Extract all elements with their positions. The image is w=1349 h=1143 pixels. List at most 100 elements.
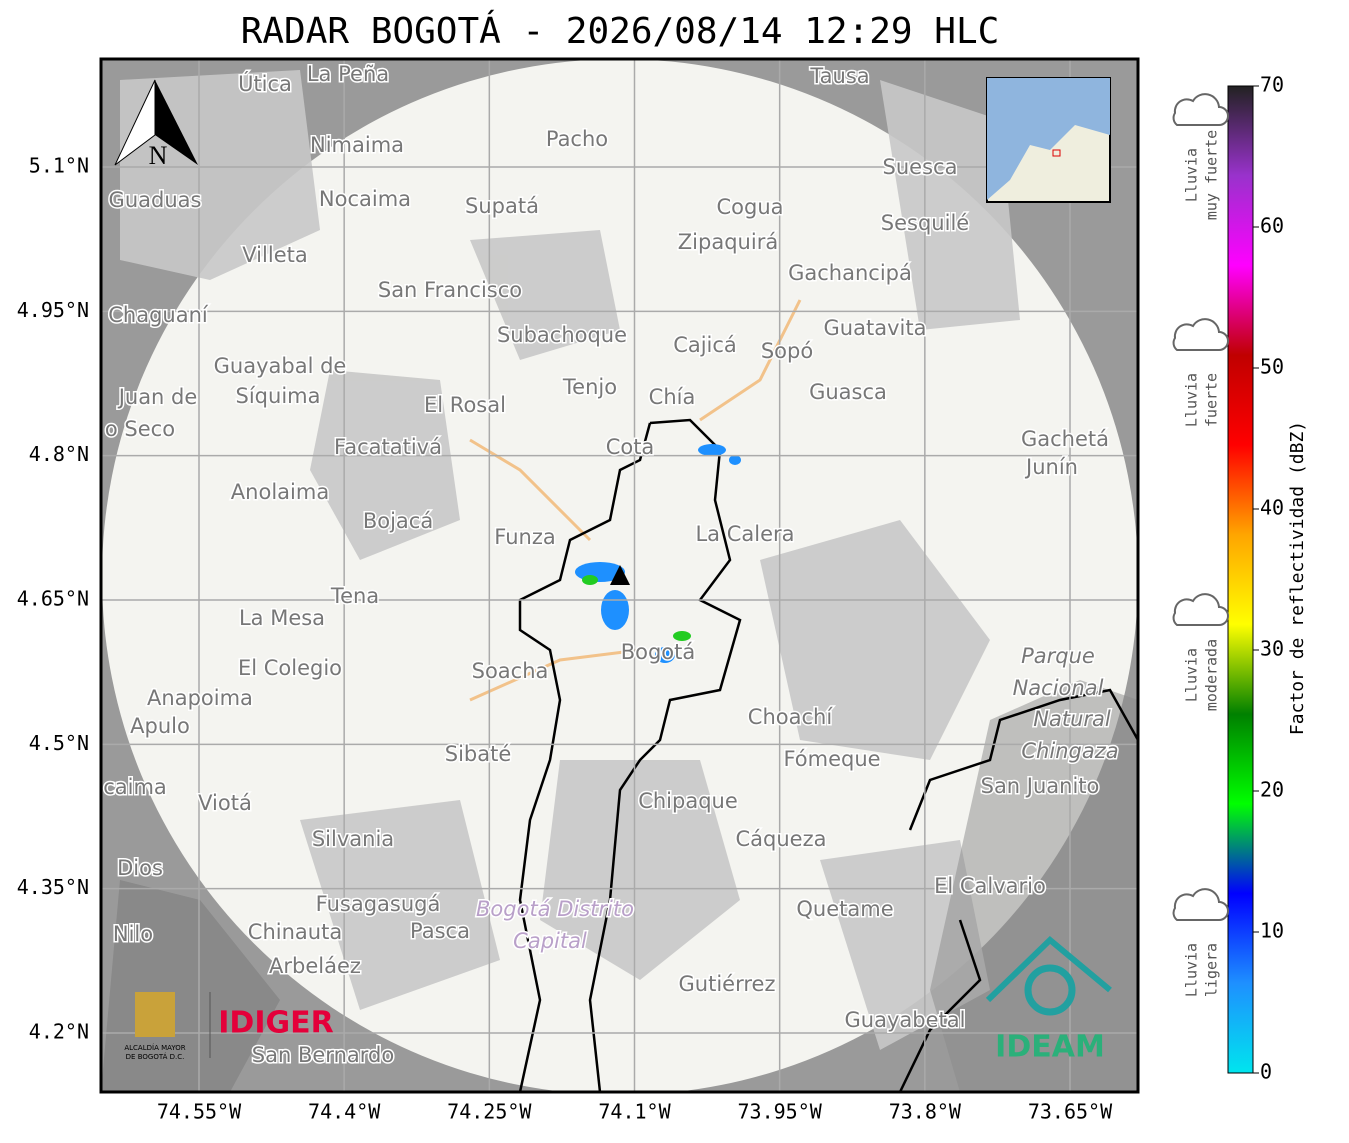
colorbar-tick-label: 30 bbox=[1260, 637, 1284, 661]
place-label: Supatá bbox=[465, 194, 539, 218]
place-label: Subachoque bbox=[497, 323, 627, 347]
colorbar-tick-label: 70 bbox=[1260, 73, 1284, 97]
place-label: Parque bbox=[1021, 644, 1095, 668]
place-label: Síquima bbox=[236, 384, 321, 408]
lat-tick-label: 5.1°N bbox=[29, 154, 89, 178]
rain-class-label: fuerte bbox=[1203, 373, 1221, 427]
place-label: Sibaté bbox=[445, 742, 512, 766]
rain-class-label: moderada bbox=[1203, 639, 1221, 711]
place-label: Chinauta bbox=[248, 920, 342, 944]
place-label: Viotá bbox=[198, 791, 252, 815]
colorbar-tick-label: 50 bbox=[1260, 355, 1284, 379]
place-label: Pasca bbox=[410, 919, 470, 943]
place-label: Pacho bbox=[546, 127, 608, 151]
place-label: o Seco bbox=[105, 417, 175, 441]
place-label: Nilo bbox=[113, 922, 153, 946]
place-label: Gutiérrez bbox=[679, 972, 776, 996]
rain-class-label: Lluvia bbox=[1183, 648, 1201, 702]
place-label: Capital bbox=[513, 929, 587, 953]
place-label: El Colegio bbox=[238, 656, 342, 680]
colorbar-tick-label: 0 bbox=[1260, 1060, 1272, 1084]
place-label: Sopó bbox=[761, 339, 813, 363]
place-label: Guasca bbox=[809, 380, 887, 404]
lat-tick-label: 4.35°N bbox=[17, 875, 89, 899]
rain-class-label: ligera bbox=[1203, 943, 1221, 997]
lon-tick-label: 73.95°W bbox=[738, 1100, 823, 1124]
colorbar-label: Factor de reflectividad (dBZ) bbox=[1287, 421, 1308, 735]
place-label: Bojacá bbox=[363, 509, 433, 533]
place-label: Choachí bbox=[748, 705, 834, 729]
rain-icon bbox=[1172, 593, 1229, 626]
rain-class-label: muy fuerte bbox=[1203, 130, 1221, 220]
place-label: Nimaima bbox=[310, 133, 404, 157]
lon-tick-label: 73.8°W bbox=[889, 1100, 962, 1124]
place-label: Juan de bbox=[117, 385, 198, 409]
place-label: El Calvario bbox=[934, 874, 1046, 898]
place-label: Silvania bbox=[312, 827, 394, 851]
lon-tick-label: 74.4°W bbox=[308, 1100, 381, 1124]
place-label: Cota bbox=[606, 435, 655, 459]
colorbar-tick-label: 10 bbox=[1260, 919, 1284, 943]
place-label: Útica bbox=[238, 71, 292, 96]
logo-text: ALCALDÍA MAYOR bbox=[124, 1043, 185, 1052]
map: La Peña Útica Tausa Pacho Nimaima Suesca Guadu… bbox=[101, 59, 1138, 1092]
place-label: Guayabetal bbox=[845, 1008, 966, 1032]
place-label: Facatativá bbox=[334, 435, 442, 459]
rain-class-label: Lluvia bbox=[1183, 373, 1201, 427]
place-label: Soacha bbox=[472, 659, 549, 683]
place-label: Funza bbox=[494, 525, 555, 549]
place-label: Guatavita bbox=[824, 316, 927, 340]
rain-class-label: Lluvia bbox=[1183, 148, 1201, 202]
place-label: Sesquilé bbox=[881, 211, 969, 235]
place-label: El Rosal bbox=[424, 393, 506, 417]
place-label: Cajicá bbox=[673, 333, 737, 357]
place-label: Suesca bbox=[883, 155, 958, 179]
place-label: Villeta bbox=[242, 243, 307, 267]
rain-icon bbox=[1172, 888, 1229, 921]
rain-icon bbox=[1172, 93, 1229, 126]
place-label: Guaduas bbox=[109, 188, 202, 212]
place-label: San Bernardo bbox=[252, 1043, 394, 1067]
place-label: San Francisco bbox=[378, 278, 522, 302]
place-label: Natural bbox=[1033, 707, 1111, 731]
lat-tick-label: 4.95°N bbox=[17, 298, 89, 322]
place-label: Tausa bbox=[809, 64, 869, 88]
place-label: Fusagasugá bbox=[316, 892, 441, 916]
logo-ideam: IDEAM bbox=[995, 1030, 1105, 1065]
place-label: Chipaque bbox=[638, 789, 738, 813]
place-label: Guayabal de bbox=[214, 354, 347, 378]
place-label: La Mesa bbox=[239, 606, 325, 630]
place-label: Quetame bbox=[796, 897, 893, 921]
place-label: Nocaima bbox=[319, 187, 411, 211]
place-label: Cogua bbox=[716, 195, 783, 219]
lon-tick-label: 74.25°W bbox=[447, 1100, 532, 1124]
place-label: Bogotá bbox=[621, 640, 696, 664]
place-label: La Calera bbox=[695, 522, 794, 546]
place-label: Tenjo bbox=[562, 375, 617, 399]
place-label: Dios bbox=[117, 856, 163, 880]
place-label: Gachancipá bbox=[788, 261, 912, 285]
place-label: Gachetá bbox=[1021, 427, 1109, 451]
place-label: Chaguaní bbox=[108, 303, 209, 327]
place-label: Nacional bbox=[1013, 676, 1104, 700]
lat-tick-label: 4.8°N bbox=[29, 442, 89, 466]
rain-class-label: Lluvia bbox=[1183, 943, 1201, 997]
place-label: La Peña bbox=[307, 62, 389, 86]
place-label: San Juanito bbox=[981, 774, 1100, 798]
place-label: Zipaquirá bbox=[678, 230, 778, 254]
radar-echoes bbox=[575, 444, 741, 663]
lat-tick-label: 4.2°N bbox=[29, 1020, 89, 1044]
place-label: Cáqueza bbox=[736, 827, 827, 851]
lon-tick-label: 74.1°W bbox=[598, 1100, 671, 1124]
place-label: Junín bbox=[1024, 455, 1078, 479]
place-label: Anapoima bbox=[147, 686, 253, 710]
lat-tick-label: 4.65°N bbox=[17, 587, 89, 611]
lon-tick-label: 73.65°W bbox=[1028, 1100, 1113, 1124]
place-label: Tena bbox=[330, 584, 379, 608]
place-label: Chingaza bbox=[1021, 739, 1118, 763]
lat-tick-label: 4.5°N bbox=[29, 731, 89, 755]
place-label: Fómeque bbox=[783, 747, 880, 771]
place-label: Bogotá Distrito bbox=[476, 897, 634, 921]
place-label: Apulo bbox=[130, 714, 190, 738]
